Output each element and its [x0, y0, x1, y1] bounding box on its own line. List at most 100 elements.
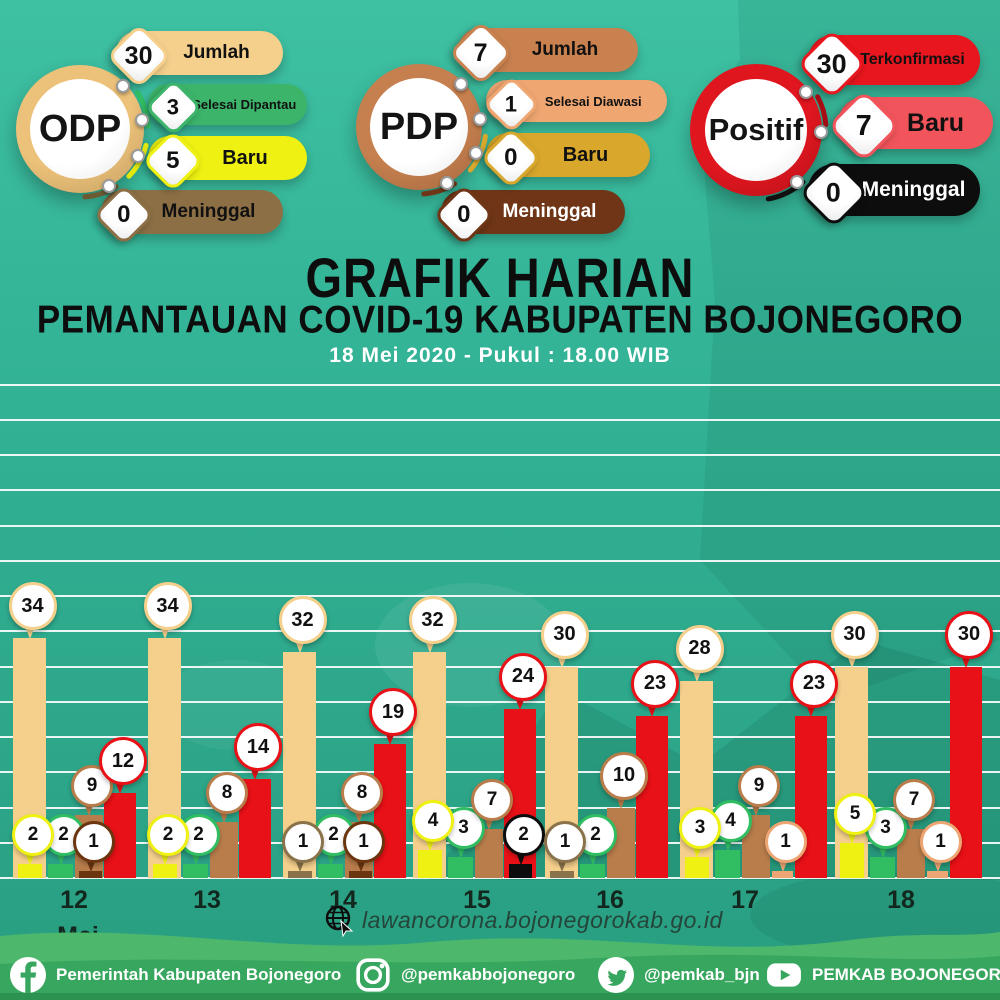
x-axis-label-15: 15: [463, 886, 491, 914]
gridline: [0, 454, 1000, 456]
connector-dot-odp-2: [130, 148, 145, 163]
bar-pdp-selesai-17-balloon: 1: [764, 820, 807, 863]
footer-wave: [0, 932, 1000, 1000]
bar-positif-14: [374, 744, 406, 878]
panel-title-pdp: PDP: [370, 78, 468, 176]
bar-odp-baru-12-balloon: 2: [12, 813, 54, 856]
bar-pdp-meninggal-12-balloon: 1: [72, 820, 115, 863]
website-row: lawancorona.bojonegorokab.go.id: [322, 903, 723, 937]
bar-odp-selesai-14: [318, 863, 343, 878]
stat-label-positif-0: Terkonfirmasi: [860, 51, 965, 68]
x-axis-label-18: 18: [887, 886, 915, 914]
bar-positif-12-balloon: 12: [99, 737, 147, 786]
bar-odp-jumlah-18-balloon: 30: [830, 610, 879, 659]
gridline: [0, 595, 1000, 597]
website-url: lawancorona.bojonegorokab.go.id: [362, 906, 723, 933]
bar-positif-15-balloon: 24: [499, 652, 547, 701]
stat-value-positif-0: 30: [816, 48, 848, 79]
connector-dot-positif-2: [789, 174, 804, 189]
stat-value-pdp-0: 7: [474, 38, 488, 67]
stat-value-pdp-3: 0: [457, 200, 471, 228]
bar-odp-selesai-15: [448, 856, 473, 878]
bar-odp-baru-13-balloon: 2: [147, 813, 189, 856]
poster-title: GRAFIK HARIAN: [305, 246, 695, 309]
bar-pdp-jumlah-16-balloon: 10: [600, 751, 648, 800]
bar-odp-baru-15-balloon: 4: [412, 799, 454, 842]
poster-date: 18 Mei 2020 - Pukul : 18.00 WIB: [329, 344, 671, 367]
stat-label-pdp-0: Jumlah: [531, 39, 599, 60]
connector-dot-positif-0: [799, 84, 814, 99]
stat-value-odp-3: 0: [117, 200, 131, 228]
bar-positif-16-balloon: 23: [631, 659, 679, 708]
bar-positif-14-balloon: 19: [369, 688, 417, 737]
stat-label-odp-0: Jumlah: [183, 42, 250, 63]
bar-pdp-meninggal-12: [79, 870, 102, 878]
stat-value-pdp-2: 0: [504, 143, 518, 171]
bar-positif-meninggal-15: [509, 863, 532, 878]
bar-odp-jumlah-13-balloon: 34: [143, 582, 192, 631]
bar-pdp-meninggal-14-balloon: 1: [342, 820, 385, 863]
gridline: [0, 701, 1000, 703]
connector-dot-pdp-1: [473, 111, 488, 126]
bar-odp-jumlah-12-balloon: 34: [8, 582, 57, 631]
bar-odp-baru-18: [840, 842, 864, 878]
bar-odp-baru-15: [418, 849, 442, 878]
gridline: [0, 384, 1000, 386]
x-axis-label-12: 12: [60, 886, 88, 914]
gridline: [0, 525, 1000, 527]
bar-odp-selesai-13: [183, 863, 208, 878]
bar-pdp-jumlah-17-balloon: 9: [738, 764, 780, 807]
stat-label-odp-1: Selesai Dipantau: [192, 97, 297, 112]
bar-odp-jumlah-16-balloon: 30: [540, 610, 589, 659]
bar-odp-jumlah-17-balloon: 28: [675, 624, 724, 673]
bar-pdp-meninggal-14: [349, 870, 372, 878]
bar-odp-jumlah-15-balloon: 32: [408, 596, 457, 645]
x-axis-label-17: 17: [731, 886, 759, 914]
bar-positif-13-balloon: 14: [234, 723, 282, 772]
bar-odp-selesai-18: [870, 856, 895, 878]
gridline: [0, 489, 1000, 491]
stat-label-positif-2: Meninggal: [861, 178, 966, 201]
bar-odp-meninggal-14-balloon: 1: [282, 820, 324, 863]
bar-positif-16: [636, 715, 668, 878]
x-axis-label-13: 13: [193, 886, 221, 914]
bar-odp-baru-17: [685, 856, 709, 878]
bar-odp-jumlah-14-balloon: 32: [278, 596, 327, 645]
panel-circle-positif: Positif: [690, 64, 822, 196]
stat-label-pdp-2: Baru: [562, 143, 609, 166]
bar-positif-meninggal-15-balloon: 2: [502, 813, 545, 856]
bar-pdp-jumlah-13-balloon: 8: [206, 771, 248, 814]
bar-odp-meninggal-16: [550, 870, 574, 878]
stat-label-odp-2: Baru: [222, 146, 268, 169]
stat-label-pdp-3: Meninggal: [502, 201, 597, 222]
gridline: [0, 560, 1000, 562]
panel-title-odp: ODP: [30, 79, 130, 179]
stat-value-odp-1: 3: [166, 94, 180, 119]
x-axis-label-16: 16: [596, 886, 624, 914]
gridline: [0, 419, 1000, 421]
gridline: [0, 736, 1000, 738]
bar-odp-baru-13: [153, 863, 177, 878]
bar-odp-baru-17-balloon: 3: [679, 806, 721, 849]
stat-value-odp-0: 30: [125, 41, 153, 70]
stat-value-odp-2: 5: [166, 146, 180, 174]
bar-odp-meninggal-16-balloon: 1: [544, 820, 586, 863]
bar-pdp-selesai-18-balloon: 1: [919, 820, 962, 863]
bar-pdp-jumlah-15-balloon: 7: [471, 778, 513, 821]
bar-odp-baru-12: [18, 863, 42, 878]
bar-pdp-selesai-18: [927, 870, 948, 878]
bar-pdp-jumlah-18-balloon: 7: [893, 778, 935, 821]
bar-odp-selesai-17: [715, 849, 740, 878]
stat-label-odp-3: Meninggal: [161, 201, 256, 222]
gridline: [0, 630, 1000, 632]
bar-pdp-selesai-17: [772, 870, 793, 878]
connector-dot-odp-3: [101, 178, 116, 193]
stat-value-positif-2: 0: [826, 177, 842, 208]
bar-odp-selesai-12: [48, 863, 73, 878]
stat-label-positif-1: Baru: [907, 108, 964, 137]
connector-dot-odp-0: [115, 78, 130, 93]
stat-label-pdp-1: Selesai Diawasi: [544, 93, 642, 109]
bar-odp-meninggal-14: [288, 870, 312, 878]
globe-icon: [325, 905, 354, 937]
